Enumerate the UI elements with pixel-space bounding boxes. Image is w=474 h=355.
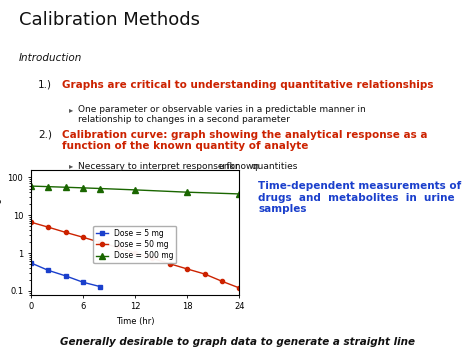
Dose = 500 mg (63, 185, 68, 189)
Text: 1.): 1.) (38, 80, 52, 90)
Text: Calibration Methods: Calibration Methods (19, 11, 200, 29)
Dose = 50 mg (202, 272, 208, 276)
Dose = 50 mg (98, 240, 103, 245)
Dose = 50 mg (28, 220, 34, 224)
Text: unknown: unknown (218, 162, 259, 170)
X-axis label: Time (hr): Time (hr) (116, 317, 155, 326)
Dose = 500 mg (237, 192, 242, 196)
Text: ▸: ▸ (69, 105, 73, 114)
Text: Necessary to interpret response for: Necessary to interpret response for (78, 162, 242, 170)
Text: Graphs are critical to understanding quantitative relationships: Graphs are critical to understanding qua… (62, 80, 433, 90)
Dose = 50 mg (115, 245, 120, 250)
Dose = 500 mg (46, 185, 51, 189)
Line: Dose = 500 mg: Dose = 500 mg (28, 183, 242, 197)
Legend: Dose = 5 mg, Dose = 50 mg, Dose = 500 mg: Dose = 5 mg, Dose = 50 mg, Dose = 500 mg (93, 226, 176, 263)
Dose = 50 mg (184, 267, 190, 271)
Text: Generally desirable to graph data to generate a straight line: Generally desirable to graph data to gen… (60, 337, 414, 347)
Text: quantities: quantities (249, 162, 297, 170)
Text: Time-dependent measurements of
drugs  and  metabolites  in  urine
samples: Time-dependent measurements of drugs and… (258, 181, 462, 214)
Text: One parameter or observable varies in a predictable manner in
relationship to ch: One parameter or observable varies in a … (78, 105, 366, 124)
Dose = 500 mg (80, 186, 86, 190)
Dose = 5 mg (46, 268, 51, 272)
Line: Dose = 5 mg: Dose = 5 mg (29, 261, 102, 289)
Dose = 50 mg (80, 235, 86, 239)
Dose = 500 mg (184, 190, 190, 194)
Dose = 50 mg (237, 286, 242, 290)
Dose = 5 mg (80, 280, 86, 284)
Text: 2.): 2.) (38, 130, 52, 140)
Text: ▸: ▸ (69, 162, 73, 170)
Dose = 50 mg (132, 251, 138, 255)
Dose = 500 mg (132, 188, 138, 192)
Dose = 5 mg (98, 284, 103, 289)
Text: Introduction: Introduction (19, 53, 82, 63)
Dose = 5 mg (28, 261, 34, 265)
Y-axis label: Concentration (mg/L): Concentration (mg/L) (0, 188, 2, 277)
Dose = 50 mg (150, 256, 155, 261)
Dose = 5 mg (63, 274, 68, 278)
Dose = 500 mg (28, 184, 34, 188)
Dose = 50 mg (46, 225, 51, 229)
Dose = 50 mg (167, 262, 173, 266)
Text: Calibration curve: graph showing the analytical response as a
function of the kn: Calibration curve: graph showing the ana… (62, 130, 427, 151)
Dose = 50 mg (219, 279, 225, 283)
Line: Dose = 50 mg: Dose = 50 mg (29, 220, 241, 290)
Dose = 500 mg (98, 186, 103, 191)
Dose = 50 mg (63, 230, 68, 235)
